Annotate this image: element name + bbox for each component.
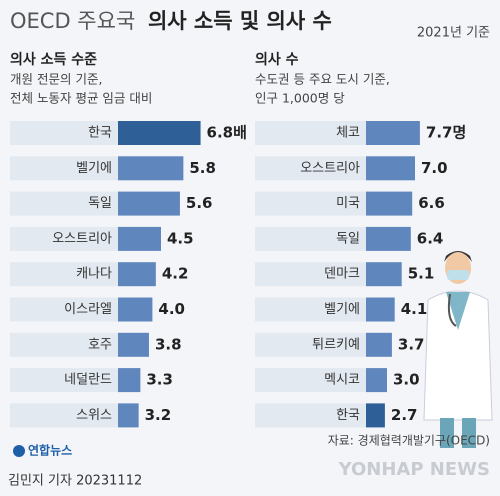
value-label: 6.4	[417, 229, 444, 247]
title-light: OECD 주요국	[10, 9, 135, 33]
bar	[118, 262, 156, 287]
value-label: 5.6	[186, 194, 213, 212]
bar	[366, 262, 402, 287]
label-band	[255, 191, 366, 216]
chart-subtitle: 수도권 등 주요 도시 기준,	[255, 72, 390, 87]
category-label: 독일	[336, 231, 360, 246]
bar	[118, 191, 180, 216]
source: 자료: 경제협력개발기구(OECD)	[328, 434, 490, 448]
label-band	[10, 368, 118, 393]
value-label: 4.0	[158, 300, 185, 318]
bar	[366, 297, 395, 322]
label-band	[255, 156, 366, 181]
label-band	[255, 297, 366, 322]
bar	[366, 332, 392, 357]
value-label: 2.7	[391, 406, 418, 424]
label-band	[10, 332, 118, 357]
label-band	[255, 368, 366, 393]
category-label: 한국	[336, 408, 360, 423]
value-label: 3.7	[398, 335, 425, 353]
value-label: 3.8	[155, 335, 182, 353]
category-label: 벨기에	[76, 161, 112, 176]
category-label: 튀르키예	[312, 337, 360, 352]
bar	[366, 226, 411, 251]
label-band	[255, 332, 366, 357]
category-label: 체코	[336, 126, 360, 141]
value-label: 6.6	[418, 194, 445, 212]
category-label: 스위스	[76, 408, 112, 423]
label-band	[10, 226, 118, 251]
value-label: 4.5	[167, 229, 194, 247]
title-bold: 의사 소득 및 의사 수	[148, 9, 332, 33]
logo: 연합뉴스	[28, 443, 72, 458]
chart-subtitle: 전체 노동자 평균 임금 대비	[10, 91, 152, 106]
label-band	[255, 262, 366, 287]
value-label: 5.1	[408, 265, 435, 283]
value-label: 4.2	[162, 265, 189, 283]
title: OECD 주요국 의사 소득 및 의사 수	[10, 9, 332, 33]
value-label: 7.0	[421, 159, 448, 177]
doctor-illustration	[423, 251, 493, 448]
category-label: 캐나다	[76, 267, 112, 282]
chart-subtitle: 개원 전문의 기준,	[10, 72, 102, 87]
bar	[118, 156, 184, 181]
bar	[366, 191, 413, 216]
value-label: 3.0	[393, 371, 420, 389]
bar	[118, 226, 161, 251]
bar	[366, 156, 415, 181]
label-band	[255, 121, 366, 145]
category-label: 멕시코	[324, 373, 360, 388]
bar	[118, 297, 153, 322]
value-label: 3.3	[146, 371, 173, 389]
category-label: 덴마크	[324, 267, 360, 282]
label-band	[10, 191, 118, 216]
chart-title: 의사 수	[255, 51, 299, 68]
bar	[366, 368, 387, 393]
category-label: 오스트리아	[52, 231, 112, 246]
category-label: 이스라엘	[64, 302, 112, 317]
bar	[366, 121, 420, 145]
chart-subtitle: 인구 1,000명 당	[255, 91, 345, 106]
logo-icon	[13, 445, 25, 457]
credit: 김민지 기자 20231112	[8, 474, 142, 489]
value-label: 6.8배	[207, 124, 247, 142]
category-label: 독일	[88, 196, 112, 211]
bar	[118, 368, 141, 393]
value-label: 4.1	[401, 300, 428, 318]
label-band	[10, 156, 118, 181]
value-label: 3.2	[145, 406, 172, 424]
bar	[118, 332, 149, 357]
category-label: 호주	[88, 337, 112, 352]
bar	[118, 403, 139, 428]
category-label: 한국	[88, 126, 112, 141]
date: 2021년 기준	[417, 26, 490, 41]
bar	[366, 403, 385, 428]
watermark: YONHAP NEWS	[338, 459, 490, 480]
label-band	[10, 403, 118, 428]
label-band	[255, 226, 366, 251]
category-label: 벨기에	[324, 302, 360, 317]
bar	[118, 121, 201, 145]
category-label: 네덜란드	[64, 373, 112, 388]
label-band	[10, 297, 118, 322]
label-band	[10, 262, 118, 287]
chart-title: 의사 소득 수준	[10, 51, 97, 68]
category-label: 오스트리아	[300, 161, 360, 176]
label-band	[255, 403, 366, 428]
label-band	[10, 121, 118, 145]
value-label: 7.7명	[426, 124, 466, 142]
category-label: 미국	[336, 196, 360, 211]
value-label: 5.8	[189, 159, 216, 177]
